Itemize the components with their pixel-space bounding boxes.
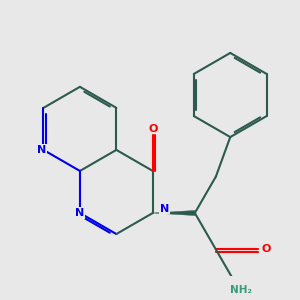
Polygon shape: [153, 211, 195, 215]
Text: O: O: [148, 124, 158, 134]
Text: N: N: [75, 208, 85, 218]
Text: NH₂: NH₂: [230, 285, 252, 295]
Text: N: N: [160, 204, 169, 214]
Text: O: O: [262, 244, 271, 254]
Text: N: N: [37, 145, 46, 155]
